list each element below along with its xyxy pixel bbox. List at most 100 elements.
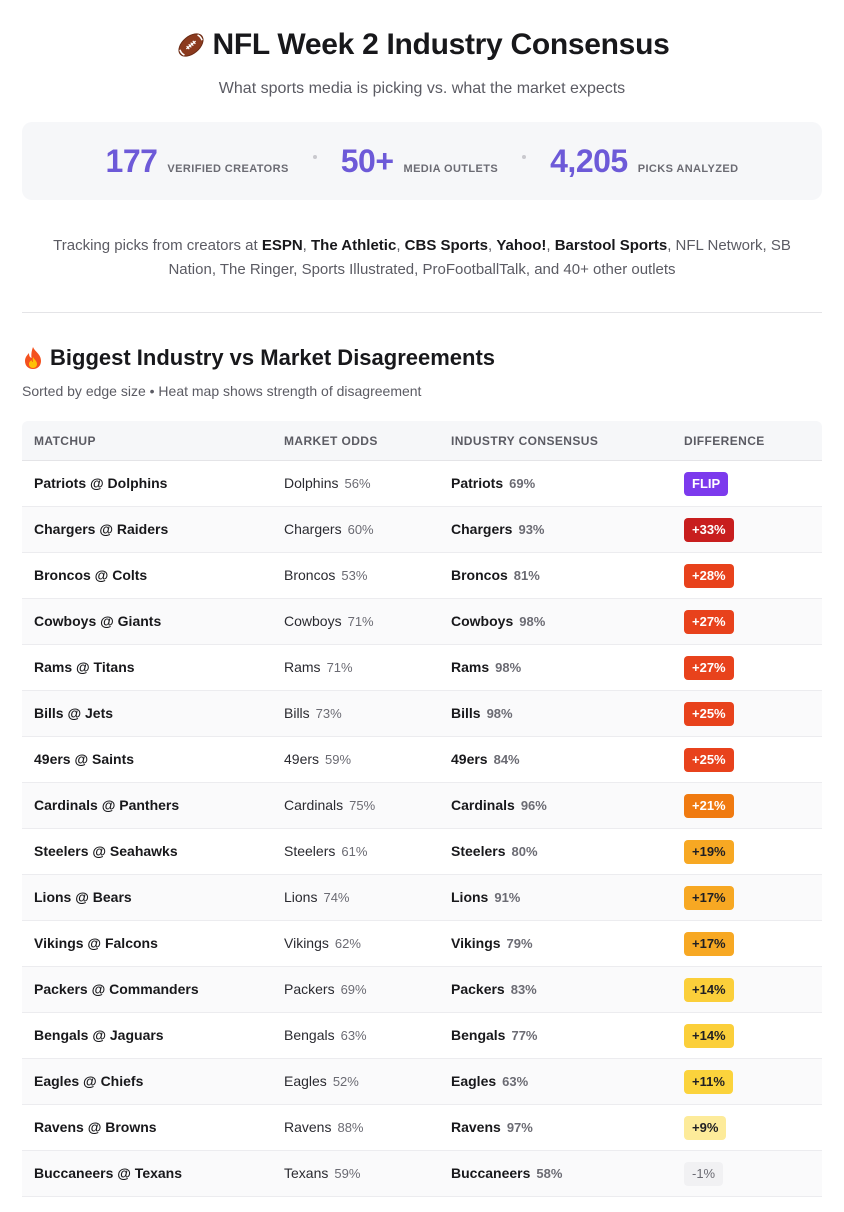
industry-pct: 83% xyxy=(510,981,537,997)
matchup-cell: Lions @ Bears xyxy=(34,888,132,905)
industry-team: Eagles xyxy=(451,1072,497,1089)
difference-badge: +11% xyxy=(684,1069,733,1094)
market-pct: 61% xyxy=(341,843,368,859)
matchup-cell: Patriots @ Dolphins xyxy=(34,474,168,491)
industry-pct: 93% xyxy=(518,521,545,537)
column-header-matchup: MATCHUP xyxy=(34,433,96,448)
matchup-cell: Vikings @ Falcons xyxy=(34,934,158,951)
market-pct: 59% xyxy=(334,1165,361,1181)
difference-badge: +33% xyxy=(684,517,734,542)
industry-team: 49ers xyxy=(451,750,488,767)
industry-team: Lions xyxy=(451,888,489,905)
industry-pct: 98% xyxy=(519,613,546,629)
page-subtitle: What sports media is picking vs. what th… xyxy=(218,80,626,97)
industry-team: Rams xyxy=(451,658,490,675)
matchup-cell: Bengals @ Jaguars xyxy=(34,1026,164,1043)
market-pct: 63% xyxy=(340,1027,367,1043)
industry-team: Steelers xyxy=(451,842,506,859)
market-team: Chargers xyxy=(284,520,342,537)
matchup-cell: Packers @ Commanders xyxy=(34,980,199,997)
market-team: Bills xyxy=(284,704,310,721)
table-row: Patriots @ Dolphins Dolphins 56% Patriots 69… xyxy=(22,461,822,507)
page-title: NFL Week 2 Industry Consensus xyxy=(22,24,822,66)
market-team: Texans xyxy=(284,1164,329,1181)
industry-team: Buccaneers xyxy=(451,1164,531,1181)
market-pct: 74% xyxy=(323,889,350,905)
market-team: Cowboys xyxy=(284,612,342,629)
difference-badge: +14% xyxy=(684,977,734,1002)
difference-badge: +21% xyxy=(684,793,734,818)
difference-badge: +19% xyxy=(684,839,734,864)
table-row: Bills @ Jets Bills 73% Bills 98% +25% xyxy=(22,691,822,737)
column-header-market-odds: MARKET ODDS xyxy=(284,433,378,448)
industry-team: Patriots xyxy=(451,474,504,491)
difference-badge: -1% xyxy=(684,1161,724,1186)
difference-badge: +17% xyxy=(684,885,734,910)
market-pct: 73% xyxy=(315,705,342,721)
difference-badge: +27% xyxy=(684,609,734,634)
market-pct: 56% xyxy=(344,475,371,491)
tracking-prefix: Tracking picks from creators at xyxy=(53,237,262,254)
matchup-cell: Buccaneers @ Texans xyxy=(34,1164,183,1181)
market-team: Steelers xyxy=(284,842,336,859)
market-pct: 60% xyxy=(347,521,374,537)
section-title: Biggest Industry vs Market Disagreements xyxy=(22,345,822,371)
divider xyxy=(22,312,822,313)
industry-team: Broncos xyxy=(451,566,508,583)
industry-pct: 91% xyxy=(494,889,521,905)
industry-team: Cowboys xyxy=(451,612,514,629)
market-team: Rams xyxy=(284,658,321,675)
table-row: 49ers @ Saints 49ers 59% 49ers 84% +25% xyxy=(22,737,822,783)
matchup-cell: Bills @ Jets xyxy=(34,704,114,721)
industry-team: Bills xyxy=(451,704,481,721)
stat-label: PICKS ANALYZED xyxy=(637,162,739,175)
matchup-cell: Eagles @ Chiefs xyxy=(34,1072,144,1089)
industry-pct: 98% xyxy=(486,705,513,721)
difference-badge: +25% xyxy=(684,747,734,772)
market-team: Packers xyxy=(284,980,335,997)
outlet-yahoo: Yahoo! xyxy=(496,237,547,254)
table-row: Steelers @ Seahawks Steelers 61% Steelers 80… xyxy=(22,829,822,875)
market-pct: 71% xyxy=(326,659,353,675)
market-team: Dolphins xyxy=(284,474,339,491)
disagreements-table: MATCHUP MARKET ODDS INDUSTRY CONSENSUS D… xyxy=(22,421,822,1197)
industry-pct: 81% xyxy=(513,567,540,583)
separator-dot xyxy=(522,155,527,159)
stats-bar: 177 VERIFIED CREATORS 50+ MEDIA OUTLETS … xyxy=(22,122,822,200)
stat-value: 177 xyxy=(105,142,158,179)
table-row: Cardinals @ Panthers Cardinals 75% Cardinal… xyxy=(22,783,822,829)
industry-team: Ravens xyxy=(451,1118,501,1135)
section-subtitle: Sorted by edge size • Heat map shows str… xyxy=(22,383,422,399)
market-pct: 75% xyxy=(349,797,376,813)
table-row: Ravens @ Browns Ravens 88% Ravens 97% +9% xyxy=(22,1105,822,1151)
difference-badge: +27% xyxy=(684,655,734,680)
outlet-cbs-sports: CBS Sports xyxy=(404,237,488,254)
market-pct: 53% xyxy=(341,567,368,583)
market-pct: 88% xyxy=(337,1119,364,1135)
table-row: Packers @ Commanders Packers 69% Packers 83%… xyxy=(22,967,822,1013)
industry-team: Chargers xyxy=(451,520,513,537)
outlet-the-athletic: The Athletic xyxy=(311,237,397,254)
matchup-cell: Chargers @ Raiders xyxy=(34,520,169,537)
difference-badge: +17% xyxy=(684,931,734,956)
matchup-cell: 49ers @ Saints xyxy=(34,750,135,767)
market-pct: 62% xyxy=(334,935,361,951)
industry-team: Bengals xyxy=(451,1026,506,1043)
column-header-difference: DIFFERENCE xyxy=(684,433,765,448)
column-header-industry-consensus: INDUSTRY CONSENSUS xyxy=(451,433,599,448)
table-row: Vikings @ Falcons Vikings 62% Vikings 79% +17… xyxy=(22,921,822,967)
stat-value: 4,205 xyxy=(550,142,628,179)
industry-pct: 58% xyxy=(536,1165,563,1181)
title-text: NFL Week 2 Industry Consensus xyxy=(212,28,670,61)
outlet-espn: ESPN xyxy=(261,237,303,254)
industry-pct: 69% xyxy=(509,475,536,491)
industry-pct: 98% xyxy=(495,659,522,675)
difference-badge: +28% xyxy=(684,563,734,588)
industry-pct: 80% xyxy=(511,843,538,859)
table-row: Bengals @ Jaguars Bengals 63% Bengals 77% +14… xyxy=(22,1013,822,1059)
matchup-cell: Cowboys @ Giants xyxy=(34,612,162,629)
table-row: Eagles @ Chiefs Eagles 52% Eagles 63% +11% xyxy=(22,1059,822,1105)
industry-team: Packers xyxy=(451,980,505,997)
stat-creators: 177 VERIFIED CREATORS xyxy=(106,143,289,180)
